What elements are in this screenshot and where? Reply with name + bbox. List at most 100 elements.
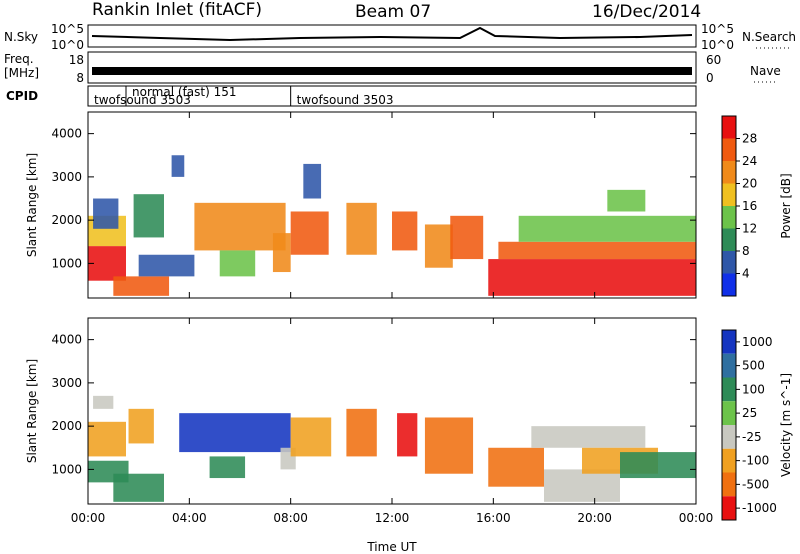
power-scatter-cell: [392, 211, 418, 251]
colorbar-tick-label: 100: [742, 382, 765, 396]
power-scatter-cell: [498, 241, 696, 260]
freq-left-tick-bottom: 8: [76, 71, 84, 85]
power-scatter-cell: [450, 215, 484, 260]
plot-title: Rankin Inlet (fitACF): [92, 0, 262, 20]
colorbar-label: Velocity [m s^-1]: [779, 373, 793, 477]
power-ytick-label: 1000: [51, 256, 82, 270]
power-scatter-cell: [93, 198, 119, 229]
x-tick-label: 08:00: [273, 511, 308, 525]
velocity-scatter-cell: [113, 473, 164, 502]
power-scatter-cell: [488, 259, 696, 296]
power-scatter-cell: [303, 163, 322, 199]
velocity-scatter-cell: [531, 426, 646, 448]
power-scatter-cell: [424, 224, 453, 268]
freq-right-tick-bottom: 0: [706, 71, 714, 85]
colorbar-segment: [722, 472, 736, 497]
power-panel: 1000 2000 3000 4000 Slant Range [km]: [25, 111, 697, 299]
cpid-label: CPID: [6, 89, 38, 103]
noise-right-tick-top: 10^5: [701, 22, 734, 36]
colorbar-tick-label: 8: [742, 244, 750, 258]
power-scatter-cell: [138, 254, 195, 277]
colorbar-segment: [722, 425, 736, 449]
colorbar-tick-label: -500: [742, 477, 769, 491]
x-tick-label: 00:00: [679, 511, 714, 525]
freq-trace: [92, 67, 692, 75]
colorbar-tick-label: 12: [742, 222, 757, 236]
power-scatter-cell: [219, 250, 256, 277]
colorbar-segment: [722, 228, 736, 251]
beam-label: Beam 07: [355, 2, 431, 22]
colorbar-segment: [722, 353, 736, 378]
noise-sky-trace: [91, 26, 693, 42]
power-ylabel: Slant Range [km]: [25, 153, 39, 257]
date-label: 16/Dec/2014: [592, 2, 701, 22]
noise-left-label: N.Sky: [4, 30, 38, 44]
power-scatter-cell: [290, 211, 329, 255]
x-tick-label: 20:00: [577, 511, 612, 525]
velocity-scatter-cell: [179, 413, 291, 453]
power-scatter-cell: [607, 189, 646, 212]
velocity-scatter-cell: [544, 469, 620, 502]
colorbar-segment: [722, 116, 736, 139]
velocity-ytick-label: 1000: [51, 462, 82, 476]
velocity-ytick-label: 3000: [51, 376, 82, 390]
power-scatter-cell: [346, 202, 377, 255]
colorbar-segment: [722, 183, 736, 206]
velocity-ytick-label: 2000: [51, 419, 82, 433]
colorbar-segment: [722, 138, 736, 161]
colorbar-segment: [722, 401, 736, 425]
power-scatter-cell: [518, 215, 696, 242]
colorbar-segment: [722, 377, 736, 402]
colorbar-tick-label: 28: [742, 132, 757, 146]
cpid-mode-label: twofsound 3503: [297, 93, 394, 107]
power-ytick-label: 4000: [51, 127, 82, 141]
x-tick-label: 04:00: [172, 511, 207, 525]
x-tick-label: 12:00: [375, 511, 410, 525]
colorbar-segment: [722, 161, 736, 184]
colorbar-tick-label: 1000: [742, 335, 773, 349]
power-scatter-cell: [194, 202, 286, 251]
cpid-mode-label: twofsound 3503: [94, 93, 191, 107]
colorbar-tick-label: 24: [742, 154, 757, 168]
power-scatter-cell: [272, 233, 291, 273]
power-ytick-label: 3000: [51, 170, 82, 184]
freq-panel-frame: [87, 51, 697, 84]
colorbar-tick-label: -100: [742, 454, 769, 468]
colorbar-tick-label: 25: [742, 406, 757, 420]
velocity-scatter-cell: [424, 417, 474, 474]
colorbar-segment: [722, 206, 736, 229]
noise-right-tick-bottom: 10^0: [701, 38, 734, 52]
noise-left-tick-top: 10^5: [51, 22, 84, 36]
colorbar-segment: [722, 330, 736, 354]
colorbar-tick-label: 16: [742, 199, 757, 213]
x-axis-label: Time UT: [366, 540, 417, 554]
time-axis: 00:00 04:00 08:00 12:00 16:00 20:00 00:00: [71, 511, 714, 525]
velocity-scatter-cell: [209, 456, 246, 479]
velocity-scatter-cell: [290, 417, 332, 457]
noise-left-tick-bottom: 10^0: [51, 38, 84, 52]
velocity-scatter-cell: [397, 413, 418, 457]
colorbar-segment: [722, 273, 736, 296]
velocity-scatter-cell: [346, 408, 377, 457]
power-ytick-label: 2000: [51, 213, 82, 227]
velocity-ylabel: Slant Range [km]: [25, 359, 39, 463]
colorbar-tick-label: 4: [742, 267, 750, 281]
noise-right-label: N.Search: [742, 30, 796, 44]
power-scatter-cell: [113, 276, 170, 296]
velocity-ytick-label: 4000: [51, 333, 82, 347]
power-scatter-cell: [88, 246, 126, 281]
colorbar-tick-label: 500: [742, 359, 765, 373]
noise-panel-frame: [87, 24, 697, 48]
velocity-colorbar: 1000 500 100 25 -25 -100 -500 -1000 Velocity [m …: [721, 329, 793, 521]
power-scatter-cell: [133, 194, 164, 238]
cpid-mode-label: normal (fast) 151: [132, 85, 236, 99]
velocity-scatter-cell: [620, 452, 696, 479]
freq-label-line1: Freq.: [4, 52, 34, 66]
colorbar-segment: [722, 251, 736, 274]
velocity-scatter-cell: [88, 421, 126, 457]
colorbar-tick-label: -25: [742, 430, 762, 444]
freq-left-tick-top: 18: [69, 53, 84, 67]
velocity-scatter-cell: [93, 395, 114, 409]
